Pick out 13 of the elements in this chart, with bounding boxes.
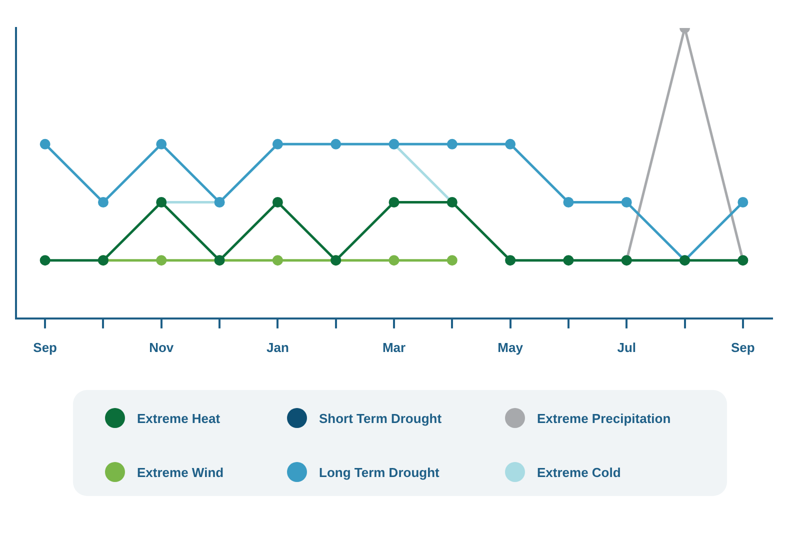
x-tick-label: Sep: [731, 340, 755, 355]
legend-label: Short Term Drought: [319, 410, 442, 426]
legend-label: Extreme Cold: [537, 464, 621, 480]
x-tick-label: Jan: [266, 340, 289, 355]
x-tick-label: Nov: [149, 340, 174, 355]
legend-label: Extreme Wind: [137, 464, 224, 480]
legend-label: Extreme Precipitation: [537, 410, 671, 426]
x-tick-label: Mar: [382, 340, 406, 355]
legend-label: Extreme Heat: [137, 410, 220, 426]
x-tick-label: May: [498, 340, 524, 355]
x-tick-label: Sep: [33, 340, 58, 355]
legend-label: Long Term Drought: [319, 464, 440, 480]
x-tick-label: Jul: [617, 340, 636, 355]
